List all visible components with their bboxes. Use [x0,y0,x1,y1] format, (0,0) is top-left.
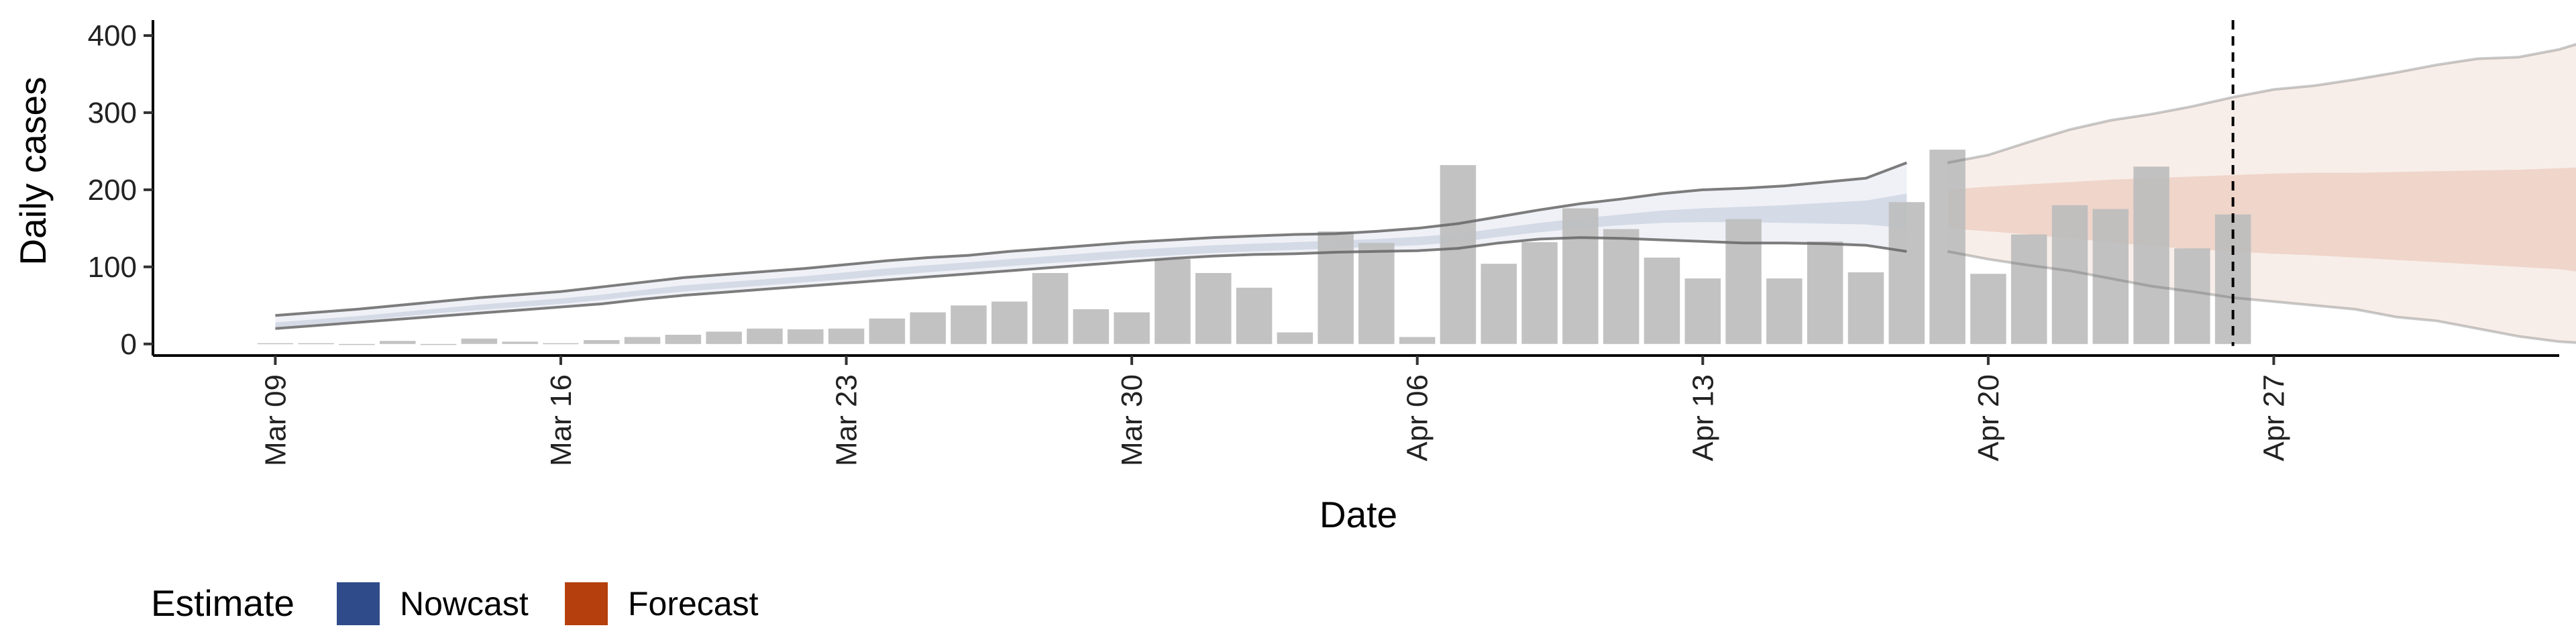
y-axis-ticks: 0 100 200 300 400 [88,19,153,361]
y-tick-label: 300 [88,97,137,129]
reported-cases-bar [869,318,906,344]
reported-cases-bar [1970,274,2006,344]
reported-cases-bar [1603,229,1640,344]
reported-cases-bar [2010,234,2047,344]
reported-cases-bar [1277,332,1313,344]
reported-cases-bar [1481,264,1517,344]
legend: Estimate Nowcast Forecast [151,582,759,625]
reported-cases-bar [624,337,661,344]
reported-cases-bar [951,305,987,344]
legend-title: Estimate [151,582,294,624]
y-axis-title: Daily cases [12,76,54,265]
x-axis-title: Date [1320,494,1397,535]
x-tick-label: Mar 16 [545,374,578,466]
x-tick-label: Mar 30 [1116,374,1148,466]
y-tick-label: 0 [121,328,137,361]
reported-cases-bar [502,341,538,344]
reported-cases-bar [1562,208,1599,344]
reported-cases-bar [1195,273,1232,344]
nowcast-upper-bound-line [275,161,1908,317]
y-tick-label: 400 [88,19,137,52]
reported-cases-bars [257,150,2251,345]
reported-cases-bar [461,338,498,344]
reported-cases-bar [2051,205,2088,344]
legend-swatch-nowcast [337,582,380,625]
legend-label-nowcast: Nowcast [400,585,529,623]
reported-cases-bar [380,341,416,344]
reported-cases-bar [2174,248,2210,344]
x-axis-ticks: Mar 09 Mar 16 Mar 23 Mar 30 Apr 06 Apr 13 Apr … [259,356,2290,466]
reported-cases-bar [665,335,702,344]
reported-cases-bar [1644,258,1680,344]
x-tick-label: Apr 06 [1401,374,1434,462]
reported-cases-bar [1847,272,1884,344]
reported-cases-bar [1888,202,1925,344]
reported-cases-bar [1399,337,1436,344]
forecast-band-50 [1947,167,2576,272]
reported-cases-bar [991,301,1028,344]
axes: 0 100 200 300 400 Mar 09 Mar 16 Mar 23 Mar 30 Ap… [88,19,2559,466]
reported-cases-bar [1440,165,1477,344]
reported-cases-bar [1155,259,1191,344]
nowcast-band-50 [275,193,1907,327]
reported-cases-bar [1236,287,1273,344]
reported-cases-bar [1684,278,1721,344]
reported-cases-bar [788,329,824,344]
legend-swatch-forecast [565,582,608,625]
x-tick-label: Apr 27 [2257,374,2290,462]
legend-label-forecast: Forecast [628,585,759,623]
reported-cases-bar [420,343,457,345]
reported-cases-bar [828,328,865,344]
reported-cases-bar [339,343,375,345]
reported-cases-bar [1725,219,1762,344]
reported-cases-bar [1318,231,1354,344]
nowcast-lower-bound-line [275,236,1907,330]
x-tick-label: Mar 09 [259,374,292,466]
forecast-lower-bound-line [1947,250,2576,344]
reported-cases-bar [910,312,946,344]
reported-cases-bar [543,343,579,345]
reported-cases-bar [1358,243,1395,344]
interval-bound-lines [275,43,2576,344]
reported-cases-bar [1114,312,1150,344]
x-tick-label: Mar 23 [830,374,863,466]
x-tick-label: Apr 13 [1686,374,1719,462]
reported-cases-bar [1929,150,1966,344]
reported-cases-bar [2092,209,2129,344]
forecast-upper-bound-line [1947,43,2576,164]
y-tick-label: 200 [88,174,137,207]
reported-cases-bar [257,343,294,345]
reported-cases-bar [298,343,334,345]
reported-cases-bar [2133,166,2169,344]
reported-cases-bar [1521,242,1558,344]
reported-cases-bar [1073,309,1110,344]
reported-cases-bar [1766,278,1803,344]
reported-cases-bar [706,331,742,344]
reported-cases-bar [1032,273,1069,344]
reported-cases-bar [747,328,783,344]
reported-cases-bar [1807,241,1843,344]
reported-cases-bar [584,340,620,344]
x-tick-label: Apr 20 [1972,374,2005,462]
y-tick-label: 100 [88,251,137,284]
